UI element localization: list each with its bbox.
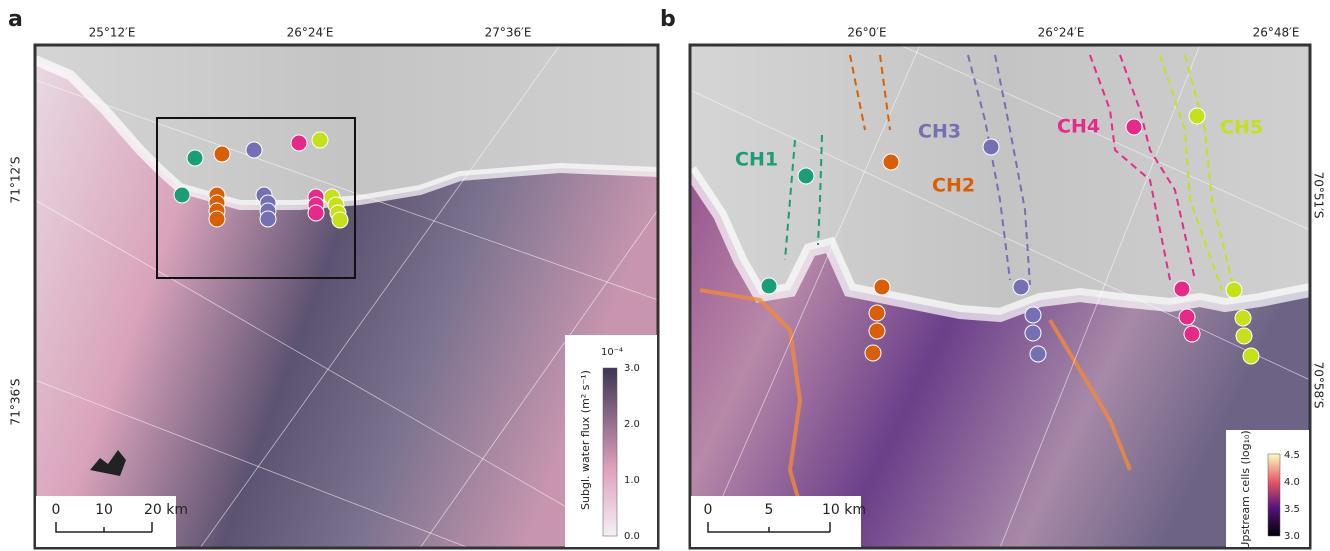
colorbar-tick: 1.0 <box>624 475 640 486</box>
map-b <box>690 45 1310 548</box>
sample-site <box>874 279 890 295</box>
sample-site <box>332 212 348 228</box>
lon-label: 26°24′E <box>1038 26 1085 40</box>
sample-site <box>312 132 328 148</box>
colorbar-a: 10⁻⁴ Subgl. water flux (m² s⁻¹) 0.0 1.0 … <box>565 335 657 547</box>
colorbar-tick: 4.0 <box>1284 477 1300 488</box>
lon-label: 26°24′E <box>287 26 334 40</box>
scale-bar-a: 0 10 20 km <box>36 496 188 547</box>
colorbar-tick: 3.0 <box>1284 531 1300 542</box>
sample-site <box>1030 346 1046 362</box>
panel-letter: b <box>660 7 676 32</box>
sample-site <box>187 150 203 166</box>
lat-label: 70°58′S <box>1312 362 1326 409</box>
figure: CH1 CH2 CH3 CH4 CH5 a b 25°12′E 26°24′E 27°3… <box>0 0 1330 551</box>
lon-label: 25°12′E <box>89 26 136 40</box>
colorbar-tick: 3.5 <box>1284 504 1300 515</box>
lat-label: 70°51′S <box>1312 172 1326 219</box>
colorbar-label: Subgl. water flux (m² s⁻¹) <box>579 370 592 510</box>
colorbar-b: Upstream cells (log₁₀) 3.0 3.5 4.0 4.5 <box>1226 430 1309 550</box>
scale-label: 10 <box>95 502 113 518</box>
scale-label: 10 km <box>822 502 866 518</box>
scale-label: 20 km <box>144 502 188 518</box>
sample-site <box>1126 119 1142 135</box>
scale-label: 0 <box>52 502 61 518</box>
sample-site <box>291 135 307 151</box>
channel-label: CH1 <box>735 149 778 171</box>
lon-label: 26°0′E <box>847 26 886 40</box>
sample-site <box>209 211 225 227</box>
colorbar-exponent: 10⁻⁴ <box>601 347 623 358</box>
sample-site <box>174 187 190 203</box>
sample-site <box>1184 326 1200 342</box>
sample-site <box>1179 309 1195 325</box>
colorbar-tick: 4.5 <box>1284 450 1300 461</box>
scale-label: 5 <box>765 502 774 518</box>
sample-site <box>1235 310 1251 326</box>
channel-label: CH2 <box>932 175 975 197</box>
sample-site <box>308 205 324 221</box>
sample-site <box>1025 325 1041 341</box>
lon-label: 27°36′E <box>485 26 532 40</box>
sample-site <box>983 139 999 155</box>
sample-site <box>869 305 885 321</box>
sample-site <box>214 146 230 162</box>
lat-label: 71°36′S <box>9 379 23 426</box>
sample-site <box>883 154 899 170</box>
sample-site <box>761 278 777 294</box>
sample-site <box>865 345 881 361</box>
sample-site <box>260 211 276 227</box>
colorbar-tick: 0.0 <box>624 531 640 542</box>
sample-site <box>1025 307 1041 323</box>
sample-site <box>1236 328 1252 344</box>
colorbar-label: Upstream cells (log₁₀) <box>1239 430 1252 549</box>
scale-label: 0 <box>704 502 713 518</box>
sample-site <box>869 323 885 339</box>
colorbar-tick: 2.0 <box>624 419 640 430</box>
channel-label: CH4 <box>1057 116 1100 138</box>
panel-letter: a <box>8 7 23 32</box>
sample-site <box>1013 279 1029 295</box>
sample-site <box>798 168 814 184</box>
sample-site <box>246 142 262 158</box>
lon-label: 26°48′E <box>1253 26 1300 40</box>
scale-bar-b: 0 5 10 km <box>691 496 866 547</box>
sample-site <box>1174 281 1190 297</box>
channel-label: CH5 <box>1220 117 1263 139</box>
sample-site <box>1243 348 1259 364</box>
lat-label: 71°12′S <box>9 157 23 204</box>
channel-label: CH3 <box>918 121 961 143</box>
sample-site <box>1226 282 1242 298</box>
colorbar-tick: 3.0 <box>624 363 640 374</box>
sample-site <box>1189 108 1205 124</box>
